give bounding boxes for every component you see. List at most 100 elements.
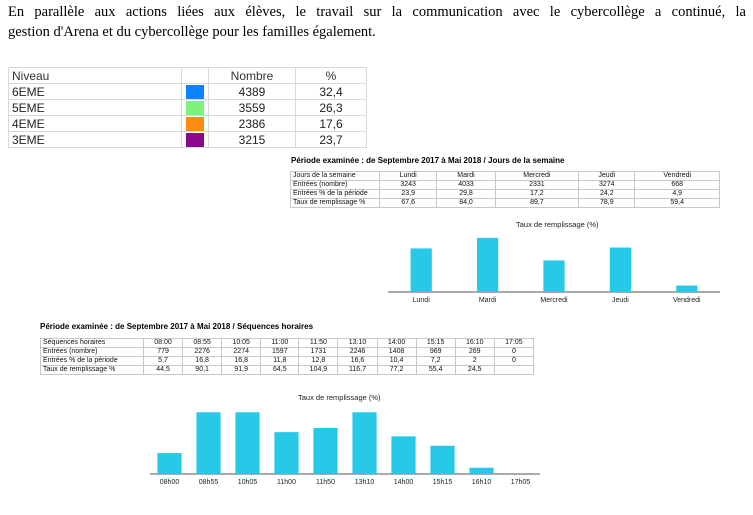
table-cell: 16,6 bbox=[337, 356, 378, 366]
tick-label: 15h15 bbox=[433, 479, 453, 486]
table-cell: 24,2 bbox=[578, 189, 636, 199]
tick-label: 11h50 bbox=[316, 479, 335, 486]
tick-label: 17h05 bbox=[511, 479, 531, 486]
table-cell: 779 bbox=[142, 347, 184, 357]
table-cell: 23,9 bbox=[378, 189, 438, 199]
table-row: 3EME 3215 23,7 bbox=[8, 131, 367, 148]
table-row: Entrées (nombre) 3243 4033 2331 3274 668 bbox=[290, 180, 720, 190]
horaires-header-row: Séquences horaires 08:00 08:55 10:05 11:… bbox=[40, 338, 535, 348]
bar-11h50 bbox=[313, 427, 338, 474]
color-swatch bbox=[186, 100, 204, 115]
table-cell: 77,2 bbox=[376, 365, 417, 375]
chart-title-semaine: Taux de remplissage (%) bbox=[516, 220, 599, 229]
table-row: Entrées (nombre) 779 2276 2274 1597 1731… bbox=[40, 347, 535, 357]
table-cell: 2246 bbox=[337, 347, 378, 357]
bar-08h55 bbox=[196, 412, 221, 474]
header-color bbox=[181, 67, 209, 84]
horaires-header-cell: 15:15 bbox=[415, 338, 456, 348]
niveau-label: 6EME bbox=[8, 83, 182, 100]
tick-label: Mardi bbox=[479, 297, 497, 304]
bar-11h00 bbox=[274, 432, 299, 474]
table-row: 5EME 3559 26,3 bbox=[8, 99, 367, 116]
table-cell bbox=[493, 365, 535, 375]
niveau-nombre: 2386 bbox=[208, 115, 296, 132]
table-cell: 16,8 bbox=[221, 356, 262, 366]
tick-label: 10h05 bbox=[238, 479, 258, 486]
horaires-bar-chart: 08h00 08h55 10h05 11h00 11h50 13h10 14h00 15h15… bbox=[150, 412, 540, 486]
table-cell: 64,5 bbox=[260, 365, 300, 375]
tick-label: Lundi bbox=[413, 297, 431, 304]
table-cell: 12,8 bbox=[298, 356, 339, 366]
color-swatch bbox=[186, 132, 204, 147]
horaires-header-cell: 16:10 bbox=[454, 338, 495, 348]
semaine-bar-chart: Lundi Mardi Mercredi Jeudi Vendredi bbox=[388, 237, 720, 304]
table-cell: 67,6 bbox=[378, 198, 438, 208]
color-swatch-cell bbox=[181, 131, 209, 148]
tick-label: Jeudi bbox=[612, 297, 629, 304]
tick-label: 08h55 bbox=[199, 479, 219, 486]
intro-paragraph: En parallèle aux actions liées aux élève… bbox=[8, 2, 746, 42]
niveau-pct: 23,7 bbox=[295, 131, 367, 148]
niveau-nombre: 3559 bbox=[208, 99, 296, 116]
niveau-nombre: 4389 bbox=[208, 83, 296, 100]
horaires-header-cell: 10:05 bbox=[221, 338, 262, 348]
header-pct: % bbox=[295, 67, 367, 84]
table-cell: 5,7 bbox=[142, 356, 184, 366]
table-cell: 78,9 bbox=[578, 198, 636, 208]
color-swatch-cell bbox=[181, 83, 209, 100]
table-cell: 91,9 bbox=[221, 365, 262, 375]
table-cell: 16,8 bbox=[182, 356, 223, 366]
tick-label: Vendredi bbox=[673, 297, 701, 304]
color-swatch-cell bbox=[181, 99, 209, 116]
table-cell: 89,7 bbox=[494, 198, 580, 208]
table-cell: 29,8 bbox=[436, 189, 496, 199]
semaine-header-row: Jours de la semaine Lundi Mardi Mercredi… bbox=[290, 171, 720, 181]
table-cell: 90,1 bbox=[182, 365, 223, 375]
header-nombre: Nombre bbox=[208, 67, 296, 84]
bar-lundi bbox=[410, 248, 432, 292]
semaine-header-cell: Lundi bbox=[378, 171, 438, 181]
tick-label: 11h00 bbox=[277, 479, 296, 486]
chart-title-horaires: Taux de remplissage (%) bbox=[298, 393, 381, 402]
tick-label: 16h10 bbox=[472, 479, 492, 486]
table-cell: 0 bbox=[493, 347, 535, 357]
horaires-header-cell: 11:50 bbox=[298, 338, 339, 348]
table-cell: 4033 bbox=[436, 180, 496, 190]
table-cell: 116,7 bbox=[337, 365, 378, 375]
table-cell: 969 bbox=[415, 347, 456, 357]
table-cell: 84,0 bbox=[436, 198, 496, 208]
bar-10h05 bbox=[235, 412, 260, 474]
table-cell: Taux de remplissage % bbox=[40, 365, 144, 375]
table-cell: 11,8 bbox=[260, 356, 300, 366]
table-cell: 3243 bbox=[378, 180, 438, 190]
horaires-header-cell: 08:55 bbox=[182, 338, 223, 348]
bar-08h00 bbox=[157, 453, 182, 474]
table-cell: 3274 bbox=[578, 180, 636, 190]
bar-mercredi bbox=[543, 260, 565, 292]
niveau-header-row: Niveau Nombre % bbox=[8, 67, 367, 84]
table-cell: Entrées % de la période bbox=[40, 356, 144, 366]
bar-16h10 bbox=[469, 467, 494, 474]
table-row: 4EME 2386 17,6 bbox=[8, 115, 367, 132]
semaine-header-cell: Jours de la semaine bbox=[290, 171, 380, 181]
semaine-header-cell: Mercredi bbox=[494, 171, 580, 181]
table-cell: 24,5 bbox=[454, 365, 495, 375]
intro-line-1: En parallèle aux actions liées aux élève… bbox=[8, 4, 746, 20]
bar-14h00 bbox=[391, 436, 416, 474]
semaine-title: Période examinée : de Septembre 2017 à M… bbox=[291, 156, 565, 165]
semaine-header-cell: Jeudi bbox=[578, 171, 636, 181]
table-cell: 2 bbox=[454, 356, 495, 366]
color-swatch bbox=[186, 116, 204, 131]
horaires-header-cell: 14:00 bbox=[376, 338, 417, 348]
horaires-header-cell: 17:05 bbox=[493, 338, 535, 348]
table-cell: 104,9 bbox=[298, 365, 339, 375]
table-cell: 59,4 bbox=[634, 198, 720, 208]
table-cell: 44,5 bbox=[142, 365, 184, 375]
table-cell: 55,4 bbox=[415, 365, 456, 375]
table-cell: 17,2 bbox=[494, 189, 580, 199]
table-cell: 1597 bbox=[260, 347, 300, 357]
tick-label: 13h10 bbox=[355, 479, 375, 486]
color-swatch-cell bbox=[181, 115, 209, 132]
table-cell: Entrées (nombre) bbox=[40, 347, 144, 357]
table-cell: 1731 bbox=[298, 347, 339, 357]
